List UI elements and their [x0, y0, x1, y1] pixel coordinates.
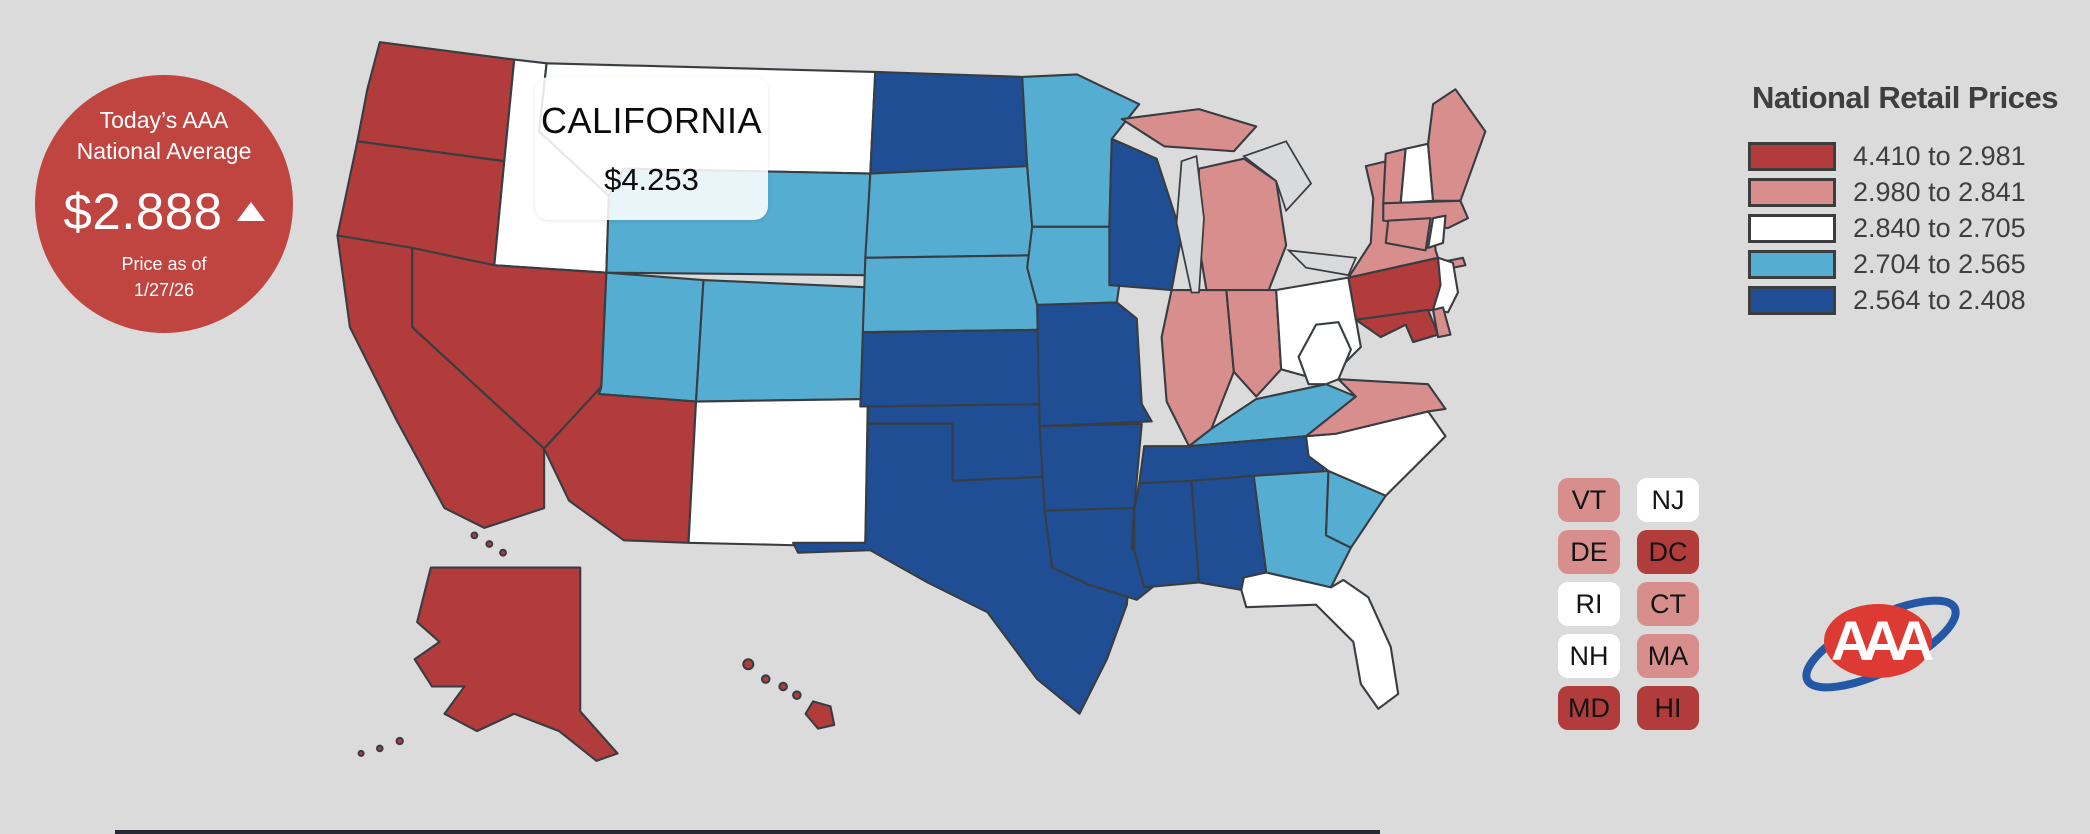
- aaa-logo-svg: AAA: [1802, 596, 1960, 692]
- state-tile-nh[interactable]: NH: [1558, 634, 1620, 678]
- channel-island: [470, 531, 479, 540]
- lake-huron: [1242, 140, 1313, 213]
- price-as-of: Price as of 1/27/26: [35, 251, 293, 303]
- bottom-divider-bar: [115, 830, 1380, 834]
- as-of-date: 1/27/26: [133, 280, 195, 301]
- national-average-price: $2.888: [63, 183, 223, 241]
- state-tile-ct[interactable]: CT: [1637, 582, 1699, 626]
- tooltip-state-name: CALIFORNIA: [540, 99, 763, 141]
- legend-row: 4.410 to 2.981: [1748, 141, 2078, 171]
- state-wi[interactable]: [1108, 137, 1183, 292]
- legend-swatch-bin3: [1748, 214, 1836, 243]
- state-ct[interactable]: [1384, 217, 1432, 252]
- tooltip-price: $4.253: [604, 161, 699, 197]
- state-de[interactable]: [1431, 306, 1452, 339]
- legend-row: 2.840 to 2.705: [1748, 213, 2078, 243]
- legend-label-bin2: 2.980 to 2.841: [1853, 177, 2026, 207]
- state-tile-hi[interactable]: HI: [1637, 686, 1699, 730]
- as-of-label: Price as of: [121, 254, 207, 275]
- state-nd[interactable]: [869, 70, 1029, 175]
- hawaii-island[interactable]: [760, 674, 771, 684]
- state-va[interactable]: [1305, 378, 1447, 438]
- lake-erie: [1286, 249, 1358, 277]
- state-md[interactable]: [1354, 308, 1440, 344]
- state-tile-ma[interactable]: MA: [1637, 634, 1699, 678]
- hawaii-big-island[interactable]: [804, 700, 836, 730]
- state-ak[interactable]: [413, 566, 619, 762]
- state-tile-ri[interactable]: RI: [1558, 582, 1620, 626]
- state-me[interactable]: [1427, 88, 1487, 202]
- legend-label-bin4: 2.704 to 2.565: [1853, 249, 2026, 279]
- legend-row: 2.564 to 2.408: [1748, 285, 2078, 315]
- state-tile-nj[interactable]: NJ: [1637, 478, 1699, 522]
- small-state-tiles: VT NJ DE DC RI CT NH MA MD HI: [1558, 478, 1699, 730]
- state-mo[interactable]: [1036, 301, 1153, 428]
- state-ri[interactable]: [1427, 214, 1447, 249]
- state-ut[interactable]: [597, 271, 705, 403]
- logo-text: AAA: [1831, 609, 1933, 672]
- state-tooltip: CALIFORNIA $4.253: [535, 77, 768, 220]
- state-nm[interactable]: [687, 398, 869, 547]
- state-ca[interactable]: [336, 234, 546, 529]
- legend-swatch-bin2: [1748, 178, 1836, 207]
- legend-swatch-bin4: [1748, 250, 1836, 279]
- legend-label-bin3: 2.840 to 2.705: [1853, 213, 2026, 243]
- state-mi-upper[interactable]: [1120, 108, 1258, 153]
- legend-title: National Retail Prices: [1752, 80, 2059, 115]
- logo-oval: [1824, 604, 1932, 678]
- aleutian-island: [395, 736, 404, 746]
- legend-label-bin5: 2.564 to 2.408: [1853, 285, 2026, 315]
- lake-michigan: [1175, 155, 1205, 294]
- us-choropleth-map: [325, 10, 1570, 772]
- legend-swatch-bin5: [1748, 286, 1836, 315]
- badge-heading: Today’s AAA National Average: [35, 105, 293, 168]
- state-wv[interactable]: [1297, 321, 1352, 386]
- legend-row: 2.704 to 2.565: [1748, 249, 2078, 279]
- state-fl[interactable]: [1240, 571, 1400, 710]
- legend-row: 2.980 to 2.841: [1748, 177, 2078, 207]
- channel-island: [485, 540, 494, 548]
- state-tile-dc[interactable]: DC: [1637, 530, 1699, 574]
- state-co[interactable]: [694, 279, 874, 403]
- state-in[interactable]: [1225, 288, 1283, 398]
- us-map-svg: [336, 41, 1487, 762]
- badge-heading-line2: National Average: [76, 138, 252, 165]
- state-sd[interactable]: [864, 165, 1036, 259]
- aleutian-island: [357, 749, 365, 757]
- aaa-logo: AAA: [1795, 582, 1967, 708]
- legend-swatch-bin1: [1748, 142, 1836, 171]
- state-tile-md[interactable]: MD: [1558, 686, 1620, 730]
- hawaii-island[interactable]: [792, 690, 802, 700]
- state-ne[interactable]: [861, 254, 1054, 334]
- channel-island: [499, 548, 507, 557]
- state-ms[interactable]: [1133, 479, 1201, 589]
- price-up-arrow-icon: [236, 202, 265, 222]
- legend-label-bin1: 4.410 to 2.981: [1853, 141, 2026, 171]
- state-tile-vt[interactable]: VT: [1558, 478, 1620, 522]
- state-tile-de[interactable]: DE: [1558, 530, 1620, 574]
- state-ar[interactable]: [1038, 422, 1143, 512]
- state-nj[interactable]: [1431, 256, 1460, 314]
- state-ks[interactable]: [859, 328, 1059, 408]
- hawaii-island[interactable]: [778, 681, 788, 692]
- hawaii-island[interactable]: [742, 658, 755, 671]
- badge-heading-line1: Today’s AAA: [99, 106, 229, 133]
- state-wa[interactable]: [356, 41, 516, 163]
- price-legend: National Retail Prices 4.410 to 2.981 2.…: [1748, 80, 2078, 322]
- aleutian-island: [375, 744, 384, 753]
- national-average-badge: Today’s AAA National Average $2.888 Pric…: [35, 75, 293, 333]
